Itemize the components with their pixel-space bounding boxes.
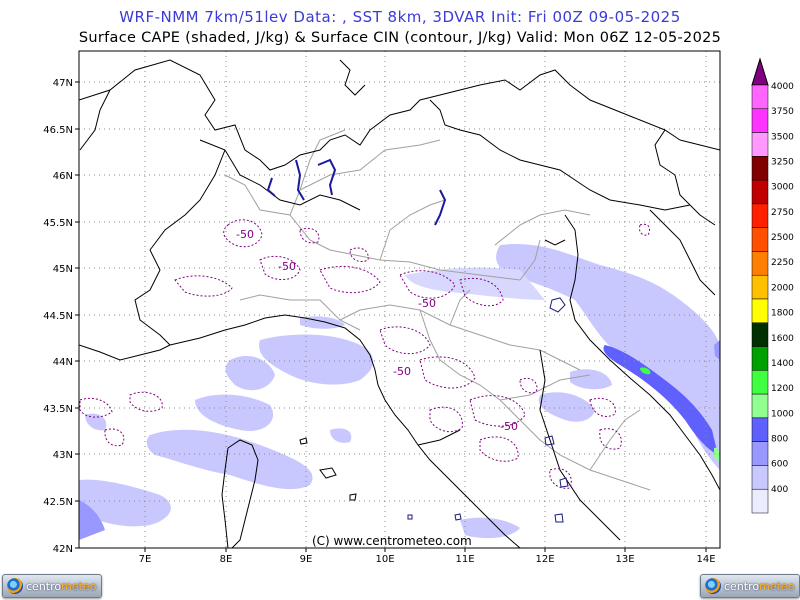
lon-label: 9E	[300, 554, 313, 565]
lon-label: 7E	[139, 554, 152, 565]
lon-label: 8E	[220, 554, 233, 565]
colorbar-swatch	[751, 393, 769, 419]
map-area: -50 -50 -50 -50 -50	[79, 51, 720, 548]
colorbar-swatch	[751, 251, 769, 276]
lat-label: 42.5N	[43, 497, 73, 508]
lat-lon-grid	[79, 51, 720, 548]
colorbar-label: 3000	[771, 183, 794, 193]
lat-label: 45N	[53, 264, 73, 275]
coastlines-borders	[79, 59, 720, 548]
colorbar-label: 1600	[771, 334, 794, 344]
colorbar-swatch	[751, 156, 769, 181]
title-line-2: Surface CAPE (shaded, J/kg) & Surface CI…	[78, 30, 722, 46]
colorbar-label: 2000	[771, 283, 794, 293]
lon-label: 11E	[455, 554, 474, 565]
colorbar-swatch	[751, 370, 769, 395]
colorbar-swatch	[751, 417, 769, 442]
colorbar-label: 4000	[771, 82, 794, 92]
cape-shading	[79, 244, 720, 540]
colorbar-label: 2750	[771, 208, 794, 218]
colorbar: 4000 3750 3500 3250 3000 2750 2500 2250 2000 1800…	[751, 57, 794, 514]
colorbar-swatch	[751, 298, 769, 324]
cin-label: -50	[278, 260, 296, 273]
copyright-text: (C) www.centrometeo.com	[312, 534, 472, 548]
colorbar-label: 3750	[771, 107, 794, 117]
colorbar-label: 600	[771, 460, 788, 470]
colorbar-swatch	[751, 84, 769, 110]
cin-label: -50	[236, 228, 254, 241]
centrometeo-logo-left[interactable]: centrometeo	[2, 574, 102, 598]
colorbar-swatch	[751, 179, 769, 205]
colorbar-swatch	[751, 488, 769, 514]
colorbar-swatch	[751, 227, 769, 252]
colorbar-swatch	[751, 132, 769, 157]
colorbar-label: 1200	[771, 384, 794, 394]
colorbar-swatch	[751, 465, 769, 490]
lat-label: 44.5N	[43, 311, 73, 322]
cin-contours	[79, 219, 651, 489]
colorbar-swatch	[751, 203, 769, 228]
colorbar-top-arrow	[751, 57, 769, 86]
lat-label: 44N	[53, 357, 73, 368]
axis-ticks	[75, 81, 707, 552]
cape-shading-strong	[603, 340, 720, 462]
colorbar-label: 1400	[771, 359, 794, 369]
cin-strong-contours	[407, 297, 569, 523]
lon-label: 14E	[696, 554, 715, 565]
colorbar-label: 2250	[771, 258, 794, 268]
title-line-1: WRF-NMM 7km/51lev Data: , SST 8km, 3DVAR…	[119, 8, 681, 26]
lakes	[266, 158, 447, 226]
lon-label: 13E	[615, 554, 634, 565]
colorbar-label: 400	[771, 485, 788, 495]
colorbar-swatch	[751, 108, 769, 133]
logo-icon	[7, 578, 23, 594]
cin-label: -50	[393, 365, 411, 378]
lat-label: 43.5N	[43, 404, 73, 415]
colorbar-label: 800	[771, 434, 788, 444]
colorbar-swatch	[751, 322, 769, 347]
lon-label: 10E	[375, 554, 394, 565]
colorbar-swatch	[751, 441, 769, 466]
centrometeo-logo-right[interactable]: centrometeo	[700, 574, 800, 598]
colorbar-label: 2500	[771, 233, 794, 243]
lat-label: 45.5N	[43, 218, 73, 229]
lat-label: 42N	[53, 544, 73, 555]
cin-label: -50	[500, 420, 518, 433]
colorbar-swatch	[751, 274, 769, 300]
colorbar-label: 1000	[771, 409, 794, 419]
lon-label: 12E	[535, 554, 554, 565]
lat-label: 43N	[53, 450, 73, 461]
lat-label: 46.5N	[43, 125, 73, 136]
cin-label: -50	[418, 297, 436, 310]
colorbar-label: 3500	[771, 132, 794, 142]
colorbar-label: 1800	[771, 309, 794, 319]
colorbar-label: 3250	[771, 158, 794, 168]
map-frame	[78, 50, 721, 549]
colorbar-swatch	[751, 346, 769, 371]
lat-label: 46N	[53, 171, 73, 182]
lat-label: 47N	[53, 78, 73, 89]
logo-icon	[705, 578, 721, 594]
regional-borders	[224, 129, 651, 491]
